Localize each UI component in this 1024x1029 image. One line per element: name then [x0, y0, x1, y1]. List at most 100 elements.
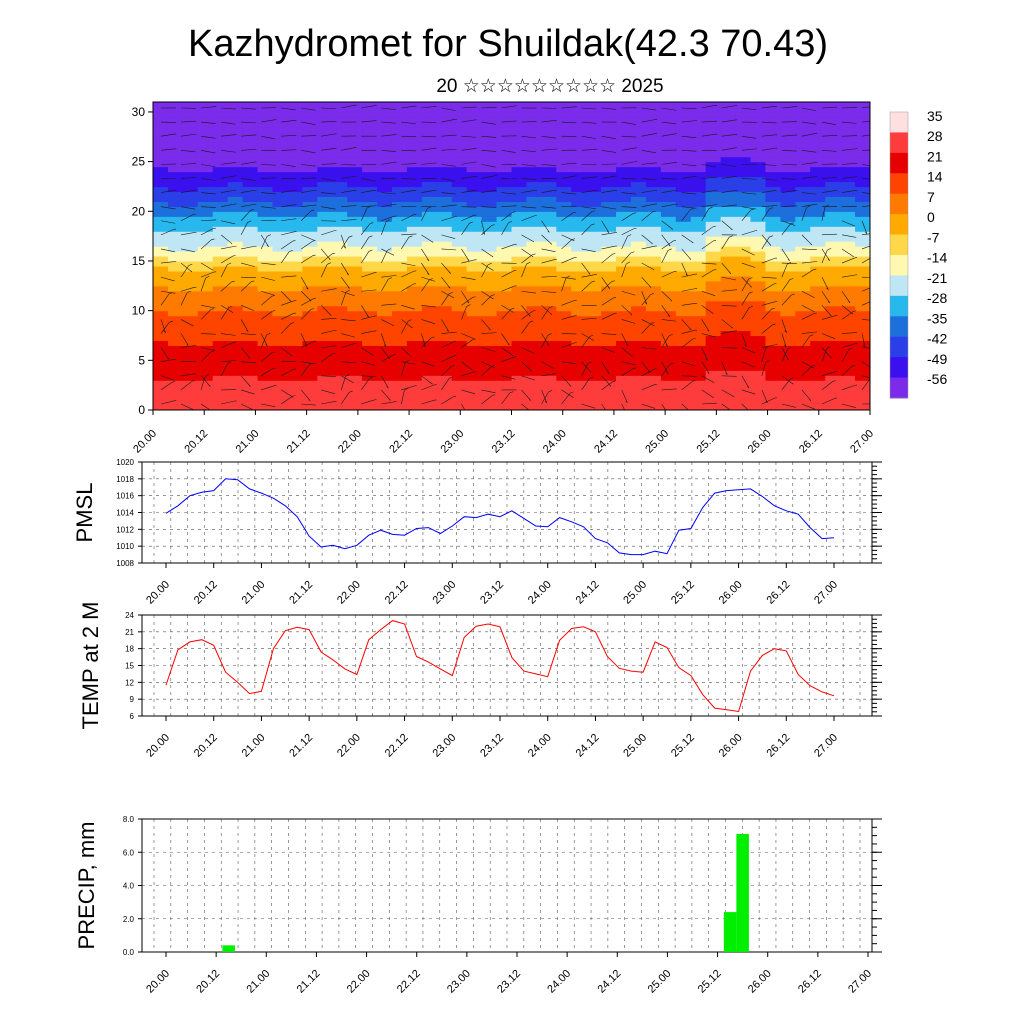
temp-cell: [512, 331, 528, 337]
temp-cell: [422, 226, 438, 232]
temp-cell: [153, 286, 169, 292]
temp-cell: [601, 107, 617, 113]
temp-cell: [362, 137, 378, 143]
temp-cell: [302, 375, 318, 381]
temp-cell: [840, 181, 856, 187]
temp-cell: [273, 236, 289, 242]
temp-cell: [810, 251, 826, 257]
temp-cell: [721, 127, 737, 133]
temp-cell: [258, 236, 274, 242]
temp-cell: [571, 256, 587, 262]
temp-cell: [258, 256, 274, 262]
temp-cell: [287, 400, 303, 406]
temp-cell: [825, 231, 841, 237]
temp-cell: [512, 186, 528, 192]
temp-cell: [840, 271, 856, 277]
temp-cell: [302, 321, 318, 327]
temp-cell: [198, 281, 214, 287]
temp-cell: [661, 147, 677, 153]
temp-cell: [646, 186, 662, 192]
temp-cell: [512, 326, 528, 332]
temp-cell: [586, 345, 602, 351]
temp-cell: [287, 345, 303, 351]
temp-cell: [317, 281, 333, 287]
temp-cell: [168, 390, 184, 396]
temp-cell: [198, 365, 214, 371]
temp-cell: [198, 335, 214, 341]
temp-cell: [228, 326, 244, 332]
temp-cell: [302, 380, 318, 386]
temp-cell: [467, 137, 483, 143]
temp-cell: [317, 335, 333, 341]
temp-cell: [497, 112, 513, 118]
temp-cell: [676, 241, 692, 247]
temp-cell: [497, 226, 513, 232]
temp-cell: [512, 167, 528, 173]
temp-cell: [691, 147, 707, 153]
temp-cell: [676, 296, 692, 302]
temp-cell: [706, 221, 722, 227]
temp-cell: [347, 196, 363, 202]
temp-cell: [153, 251, 169, 257]
temp-cell: [347, 122, 363, 128]
temp-cell: [377, 400, 393, 406]
temp-cell: [213, 281, 229, 287]
temp-cell: [392, 172, 408, 178]
temp-cell: [198, 291, 214, 297]
temp-cell: [198, 400, 214, 406]
temp-cell: [332, 340, 348, 346]
temp-cell: [526, 152, 542, 158]
temp-cell: [228, 191, 244, 197]
temp-cell: [691, 226, 707, 232]
temp-cell: [482, 266, 498, 272]
temp-cell: [631, 147, 647, 153]
temp-cell: [751, 370, 767, 376]
temp-cell: [437, 261, 453, 267]
temp-cell: [183, 142, 199, 148]
temp-cell: [273, 177, 289, 183]
temp-cell: [392, 340, 408, 346]
temp-cell: [437, 281, 453, 287]
temp-cell: [586, 231, 602, 237]
temp-cell: [153, 271, 169, 277]
y-tick-label: 25: [132, 155, 146, 169]
temp-cell: [840, 326, 856, 332]
temp-cell: [810, 142, 826, 148]
temp-cell: [243, 172, 259, 178]
temp-cell: [721, 326, 737, 332]
temp-cell: [780, 311, 796, 317]
temp-cell: [332, 112, 348, 118]
temp-cell: [302, 196, 318, 202]
temp-cell: [437, 191, 453, 197]
temp-cell: [213, 380, 229, 386]
temp-cell: [362, 167, 378, 173]
temp-cell: [751, 152, 767, 158]
temp-cell: [467, 157, 483, 163]
temp-cell: [691, 390, 707, 396]
temp-cell: [810, 335, 826, 341]
temp-cell: [721, 196, 737, 202]
temp-cell: [810, 132, 826, 138]
temp-cell: [392, 311, 408, 317]
temp-cell: [780, 390, 796, 396]
temp-cell: [482, 286, 498, 292]
colorbar-label: -21: [927, 270, 947, 286]
temp-cell: [317, 102, 333, 108]
temp-cell: [631, 306, 647, 312]
temp-cell: [287, 360, 303, 366]
temp-cell: [721, 226, 737, 232]
temp-cell: [243, 127, 259, 133]
temp-cell: [213, 256, 229, 262]
colorbar-label: -56: [927, 371, 947, 387]
temp-cell: [556, 172, 572, 178]
temp-cell: [153, 206, 169, 212]
y-tick-label: 0: [138, 403, 145, 417]
temp-cell: [601, 321, 617, 327]
temp-cell: [855, 112, 871, 118]
temp-cell: [556, 102, 572, 108]
temp-cell: [556, 375, 572, 381]
temp-cell: [407, 276, 423, 282]
temp-cell: [765, 385, 781, 391]
temp-cell: [168, 102, 184, 108]
